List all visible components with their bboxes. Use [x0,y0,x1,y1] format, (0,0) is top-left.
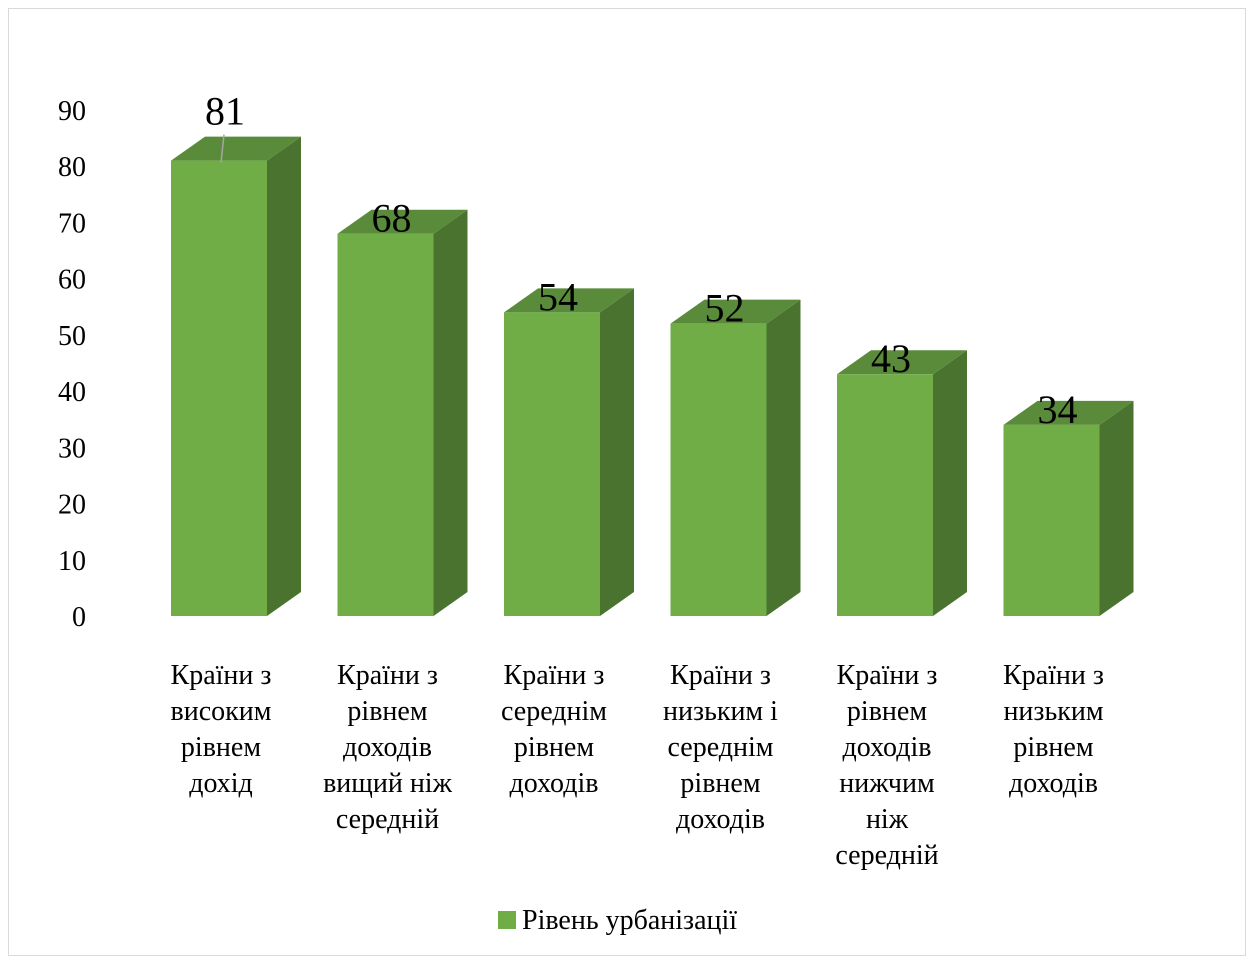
y-tick-label: 10 [58,546,86,577]
x-category-label: Країни з рівнем доходів вищий ніж середній [323,660,452,835]
y-tick-label: 90 [58,96,86,127]
bar [504,288,634,616]
y-tick-label: 0 [72,602,86,633]
y-axis: 0 10 20 30 40 50 60 70 80 90 [58,96,86,633]
x-category-label: Країни з середнім рівнем доходів [501,660,607,799]
data-labels: 81 68 54 52 43 34 [205,89,1078,432]
bar [670,299,801,616]
bar [837,350,967,616]
bar-front-face [504,312,600,616]
bar-front-face [837,374,933,616]
bar-top-face [670,299,801,324]
bar-top-face [337,209,468,234]
data-label: 81 [205,89,245,134]
data-label: 52 [705,286,745,331]
bar [1003,400,1134,616]
bar-front-face [1003,424,1100,616]
x-axis: Країни з високим рівнем дохід Країни з рівнем… [171,660,1104,871]
bar-side-face [1099,400,1134,616]
bars [171,136,1134,616]
data-label-leader-line [220,134,225,163]
data-label: 68 [372,196,412,241]
legend-swatch [498,911,516,929]
y-tick-label: 50 [58,321,86,352]
data-label: 54 [538,274,578,319]
y-tick-label: 40 [58,377,86,408]
bar-front-face [670,323,767,616]
legend: Рівень урбанізації [498,905,737,936]
y-tick-label: 20 [58,490,86,521]
bar-front-face [171,160,267,616]
x-category-label: Країни з низьким і середнім рівнем доходів [663,660,778,835]
legend-label: Рівень урбанізації [522,905,737,936]
bar-top-face [1003,400,1134,425]
bar-side-face [933,350,967,616]
y-tick-label: 60 [58,265,86,296]
bar [171,136,301,616]
bar-side-face [600,288,634,616]
x-category-label: Країни з високим рівнем дохід [171,660,272,799]
bar-side-face [766,299,801,616]
bar-side-face [267,136,301,616]
data-label: 43 [871,336,911,381]
bar-top-face [504,288,634,313]
x-category-label: Країни з низьким рівнем доходів [1003,660,1104,799]
bar-front-face [337,233,434,616]
bar [337,209,468,616]
y-tick-label: 70 [58,208,86,239]
x-category-label: Країни з рівнем доходів нижчим ніж середній [835,660,938,871]
data-label: 34 [1038,387,1078,432]
bar-top-face [171,136,301,161]
bar-top-face [837,350,967,375]
y-tick-label: 30 [58,433,86,464]
bar-side-face [433,209,468,616]
y-tick-label: 80 [58,152,86,183]
